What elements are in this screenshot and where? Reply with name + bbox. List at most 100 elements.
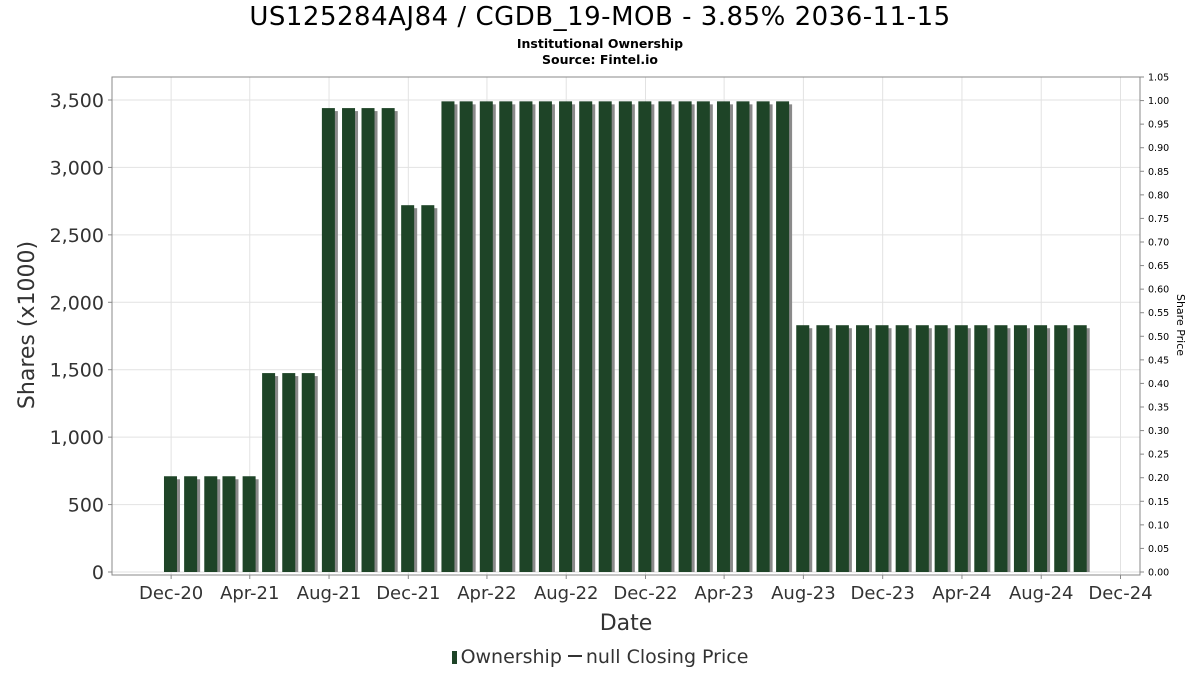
y2-tick-label: 0.05 [1148, 544, 1169, 555]
x-tick-label: Aug-22 [534, 583, 599, 604]
ownership-bar [479, 101, 493, 572]
y2-tick-label: 0.95 [1148, 120, 1169, 131]
x-tick-label: Dec-20 [139, 583, 203, 604]
y2-tick-label: 0.20 [1148, 473, 1169, 484]
chart-subtitle: Institutional Ownership [516, 36, 684, 51]
ownership-bar [1013, 325, 1027, 572]
ownership-bar [1073, 325, 1087, 572]
y2-tick-label: 0.25 [1148, 450, 1169, 461]
ownership-bar [776, 101, 790, 572]
y2-tick-label: 1.00 [1148, 96, 1169, 107]
y2-tick-label: 0.10 [1148, 520, 1169, 531]
y-axis: 0 500 1,000 1,500 2,000 2,500 3,000 3,500 [50, 90, 112, 584]
ownership-bar [242, 476, 256, 572]
ownership-bar [678, 101, 692, 572]
ownership-bar [716, 101, 730, 572]
x-tick-label: Aug-23 [771, 583, 836, 604]
ownership-bar [282, 373, 296, 572]
x-tick-label: Apr-24 [932, 583, 991, 604]
ownership-bar [499, 101, 513, 572]
ownership-bar [598, 101, 612, 572]
x-axis-label: Date [600, 611, 653, 636]
y2-axis-label: Share Price [1174, 294, 1187, 356]
ownership-bar [262, 373, 276, 572]
y-tick-label: 2,000 [50, 292, 104, 314]
plot-area [111, 76, 1141, 576]
ownership-bar [301, 373, 315, 572]
y2-tick-label: 1.05 [1148, 73, 1169, 84]
ownership-bar [658, 101, 672, 572]
ownership-bar [222, 476, 236, 572]
ownership-bar [895, 325, 909, 572]
ownership-bar [915, 325, 929, 572]
ownership-bar [974, 325, 988, 572]
x-tick-label: Dec-23 [851, 583, 915, 604]
ownership-bar [856, 325, 870, 572]
x-tick-label: Aug-21 [297, 583, 362, 604]
x-axis: Dec-20 Apr-21 Aug-21 Dec-21 Apr-22 Aug-22 Dec-… [139, 575, 1153, 604]
ownership-bar [184, 476, 198, 572]
ownership-bar [994, 325, 1008, 572]
x-tick-label: Apr-23 [694, 583, 753, 604]
x-tick-label: Dec-24 [1088, 583, 1152, 604]
ownership-bar [875, 325, 889, 572]
bars [163, 101, 1090, 572]
x-tick-label: Aug-24 [1009, 583, 1074, 604]
y2-tick-label: 0.60 [1148, 285, 1169, 296]
ownership-bar [441, 101, 455, 572]
ownership-bar [638, 101, 652, 572]
ownership-bar [1034, 325, 1048, 572]
legend: Ownership null Closing Price [0, 646, 1200, 668]
ownership-bar [816, 325, 830, 572]
chart-source: Source: Fintel.io [542, 52, 658, 67]
y-tick-label: 2,500 [50, 225, 104, 247]
ownership-bar [756, 101, 770, 572]
y2-tick-label: 0.85 [1148, 167, 1169, 178]
y2-tick-label: 0.55 [1148, 308, 1169, 319]
price-legend-line [567, 655, 582, 657]
x-tick-label: Apr-21 [220, 583, 279, 604]
y2-tick-label: 0.45 [1148, 355, 1169, 366]
ownership-legend-label: Ownership [460, 646, 562, 668]
y-tick-label: 3,500 [50, 90, 104, 112]
y2-tick-label: 0.90 [1148, 143, 1169, 154]
ownership-bar [538, 101, 552, 572]
x-tick-label: Apr-22 [457, 583, 516, 604]
y2-tick-label: 0.40 [1148, 379, 1169, 390]
ownership-bar [401, 205, 415, 572]
y-tick-label: 500 [68, 495, 104, 517]
y2-tick-label: 0.65 [1148, 261, 1169, 272]
ownership-bar [342, 108, 356, 572]
y2-tick-label: 0.50 [1148, 332, 1169, 343]
ownership-bar [736, 101, 750, 572]
ownership-bar [696, 101, 710, 572]
ownership-bar [361, 108, 375, 572]
y2-tick-label: 0.75 [1148, 214, 1169, 225]
y2-axis: 0.00 0.05 0.10 0.15 0.20 0.25 0.30 0.35 0.40 0.45… [1140, 73, 1169, 579]
y-tick-label: 3,000 [50, 157, 104, 179]
ownership-bar [934, 325, 948, 572]
ownership-bar [954, 325, 968, 572]
ownership-bar [321, 108, 335, 572]
chart-title: US125284AJ84 / CGDB_19-MOB - 3.85% 2036-… [249, 2, 951, 32]
y-tick-label: 1,000 [50, 427, 104, 449]
y2-tick-label: 0.70 [1148, 238, 1169, 249]
ownership-bar [579, 101, 593, 572]
ownership-bar [835, 325, 849, 572]
ownership-bar [618, 101, 632, 572]
y2-tick-label: 0.80 [1148, 190, 1169, 201]
ownership-bar [796, 325, 810, 572]
y-tick-label: 1,500 [50, 360, 104, 382]
y-tick-label: 0 [92, 562, 104, 584]
y2-tick-label: 0.00 [1148, 568, 1169, 579]
ownership-bar [559, 101, 573, 572]
ownership-legend-swatch [451, 651, 457, 664]
y-axis-label: Shares (x1000) [15, 241, 40, 409]
ownership-bar [381, 108, 395, 572]
y2-tick-label: 0.15 [1148, 497, 1169, 508]
x-tick-label: Dec-21 [376, 583, 440, 604]
x-tick-label: Dec-22 [613, 583, 677, 604]
y2-tick-label: 0.35 [1148, 403, 1169, 414]
y2-tick-label: 0.30 [1148, 426, 1169, 437]
